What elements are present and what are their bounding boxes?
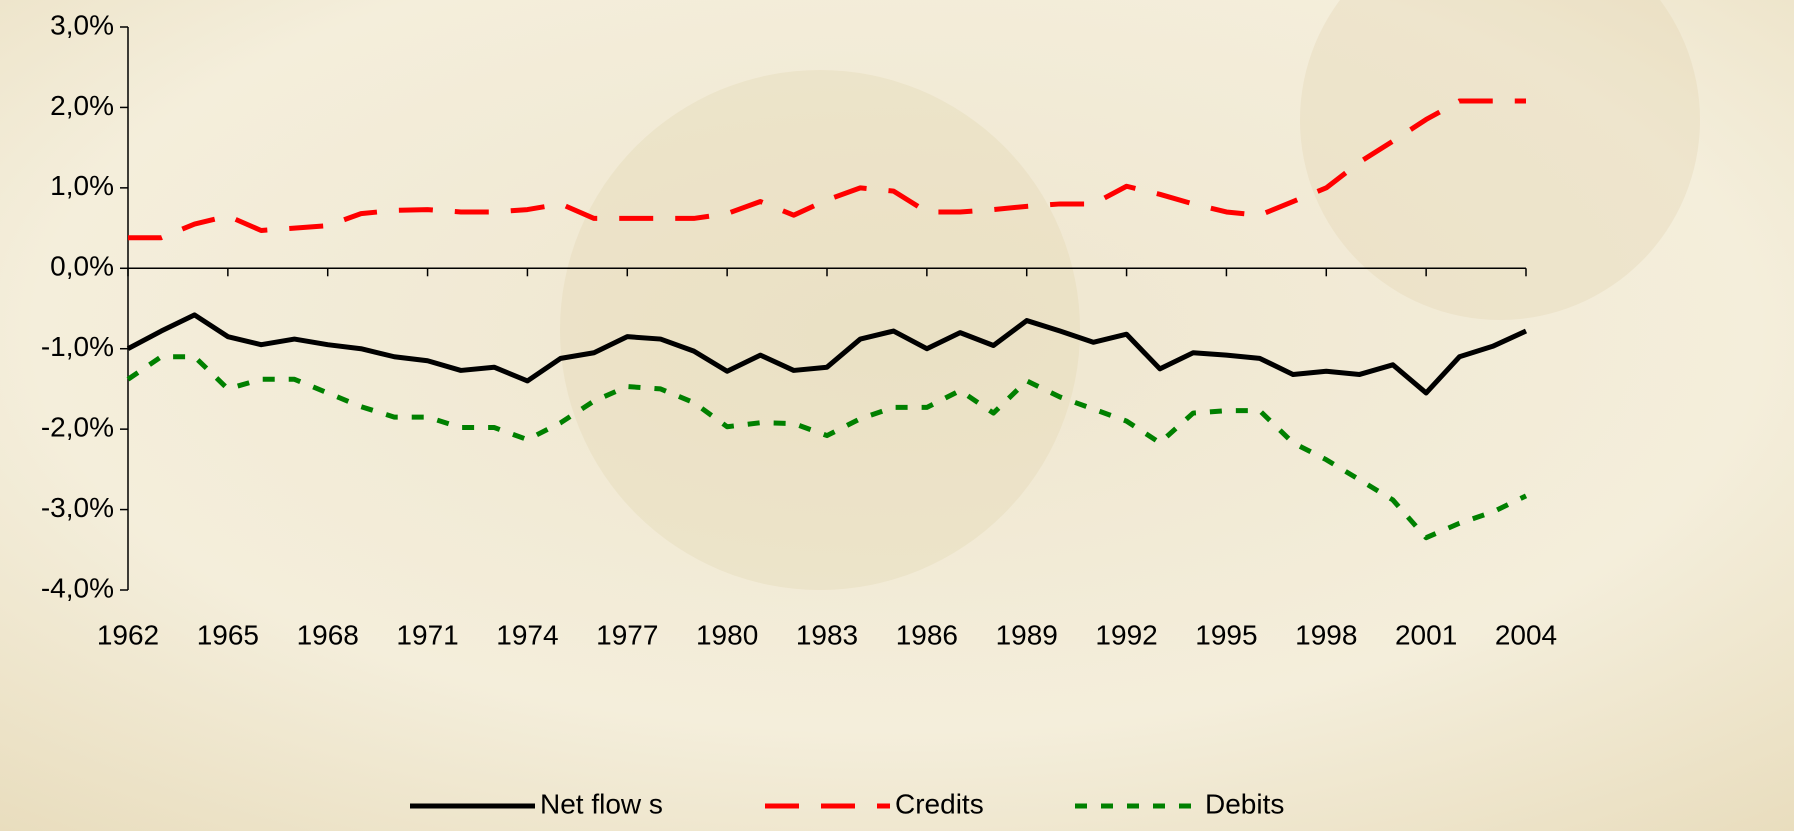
x-tick-label: 1962 bbox=[97, 619, 159, 650]
y-tick-label: -3,0% bbox=[41, 492, 114, 523]
x-tick-label: 1998 bbox=[1295, 619, 1357, 650]
x-tick-label: 2004 bbox=[1495, 619, 1557, 650]
x-tick-label: 1980 bbox=[696, 619, 758, 650]
x-tick-label: 1968 bbox=[297, 619, 359, 650]
x-tick-label: 1989 bbox=[996, 619, 1058, 650]
legend-label: Net flow s bbox=[540, 788, 663, 819]
y-tick-label: -2,0% bbox=[41, 412, 114, 443]
x-tick-label: 1974 bbox=[496, 619, 558, 650]
y-tick-label: 3,0% bbox=[50, 9, 114, 40]
legend-label: Debits bbox=[1205, 788, 1284, 819]
y-tick-label: 2,0% bbox=[50, 90, 114, 121]
background-decoration bbox=[560, 70, 1080, 590]
y-tick-label: -4,0% bbox=[41, 572, 114, 603]
x-tick-label: 1965 bbox=[197, 619, 259, 650]
x-tick-label: 1992 bbox=[1095, 619, 1157, 650]
x-tick-label: 1983 bbox=[796, 619, 858, 650]
y-tick-label: 0,0% bbox=[50, 251, 114, 282]
legend-label: Credits bbox=[895, 788, 984, 819]
y-tick-label: -1,0% bbox=[41, 331, 114, 362]
y-tick-label: 1,0% bbox=[50, 170, 114, 201]
x-tick-label: 2001 bbox=[1395, 619, 1457, 650]
x-tick-label: 1986 bbox=[896, 619, 958, 650]
x-tick-label: 1971 bbox=[396, 619, 458, 650]
x-tick-label: 1977 bbox=[596, 619, 658, 650]
chart: -4,0% -3,0% -2,0% -1,0% 0,0% 1,0% 2,0% 3,0% 1962… bbox=[0, 0, 1794, 831]
x-tick-label: 1995 bbox=[1195, 619, 1257, 650]
